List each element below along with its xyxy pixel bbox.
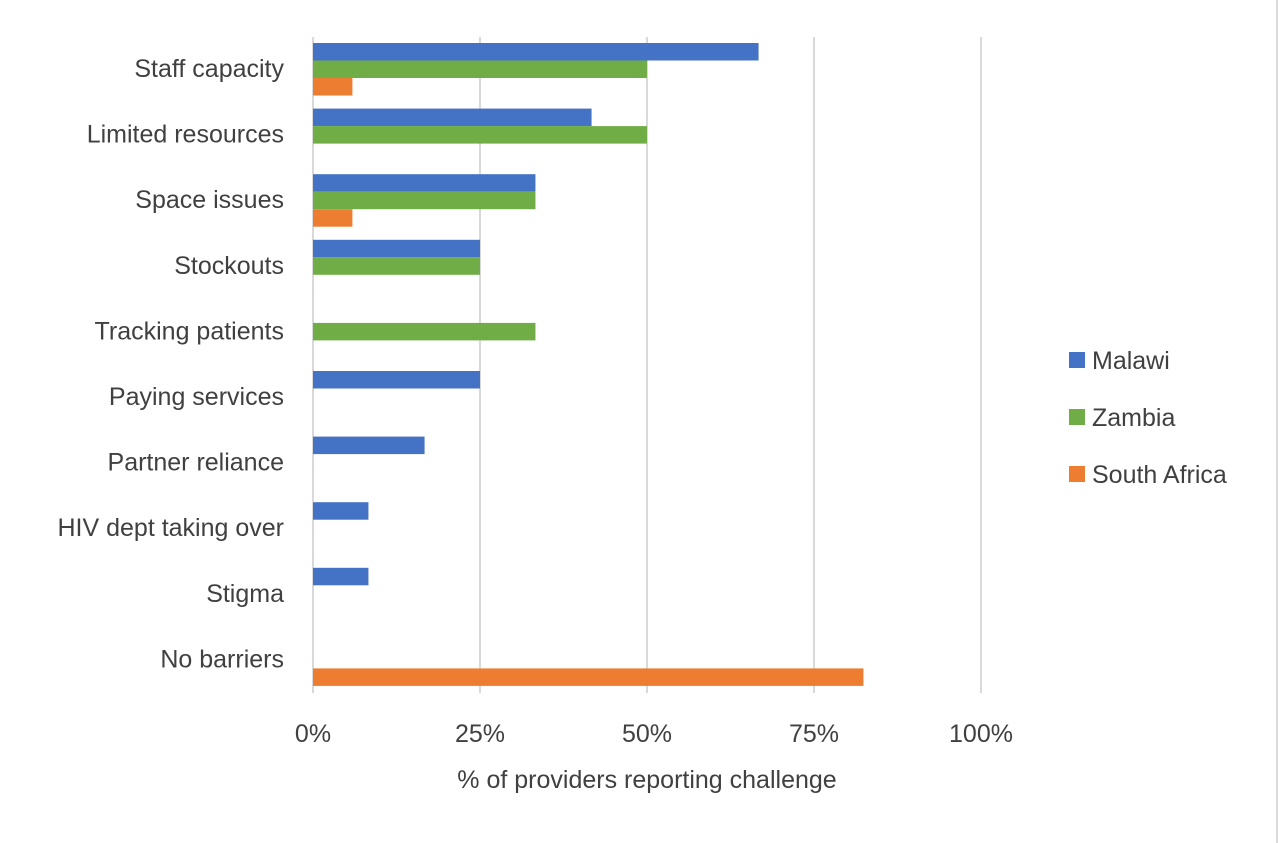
- category-label: Paying services: [109, 383, 284, 411]
- x-tick-label: 75%: [789, 720, 839, 748]
- legend-swatch-zambia: [1069, 409, 1085, 425]
- category-label: No barriers: [160, 645, 284, 673]
- category-label: Tracking patients: [95, 317, 284, 345]
- category-label: Stockouts: [174, 252, 284, 280]
- legend-swatch-malawi: [1069, 352, 1085, 368]
- bar-malawi-hiv-dept-taking-over: [313, 502, 369, 520]
- bar-south-africa-space-issues: [313, 209, 353, 227]
- category-label: HIV dept taking over: [57, 514, 284, 542]
- bar-malawi-stigma: [313, 567, 369, 586]
- x-tick-label: 100%: [949, 720, 1013, 748]
- bar-malawi-limited-resources: [313, 108, 592, 127]
- category-label: Limited resources: [87, 121, 284, 149]
- category-label: Partner reliance: [108, 449, 284, 477]
- bar-south-africa-staff-capacity: [313, 78, 353, 96]
- x-tick-label: 50%: [622, 720, 672, 748]
- legend-label-south-africa: South Africa: [1092, 461, 1227, 489]
- bar-zambia-staff-capacity: [313, 60, 647, 78]
- category-label: Space issues: [135, 186, 284, 214]
- legend-swatch-south-africa: [1069, 466, 1085, 482]
- category-label: Staff capacity: [134, 55, 284, 83]
- x-axis-title: % of providers reporting challenge: [457, 766, 836, 794]
- bar-malawi-partner-reliance: [313, 436, 425, 455]
- bar-malawi-stockouts: [313, 239, 480, 258]
- bar-zambia-limited-resources: [313, 126, 647, 144]
- bar-malawi-paying-services: [313, 371, 480, 389]
- bar-south-africa-no-barriers: [313, 668, 864, 686]
- legend-label-zambia: Zambia: [1092, 404, 1175, 432]
- x-tick-label: 0%: [295, 720, 331, 748]
- bar-zambia-tracking-patients: [313, 322, 536, 341]
- bar-malawi-staff-capacity: [313, 43, 759, 61]
- bar-zambia-stockouts: [313, 257, 480, 275]
- x-tick-label: 25%: [455, 720, 505, 748]
- bar-zambia-space-issues: [313, 191, 536, 210]
- bar-malawi-space-issues: [313, 174, 536, 192]
- category-label: Stigma: [206, 580, 284, 608]
- legend-label-malawi: Malawi: [1092, 347, 1170, 375]
